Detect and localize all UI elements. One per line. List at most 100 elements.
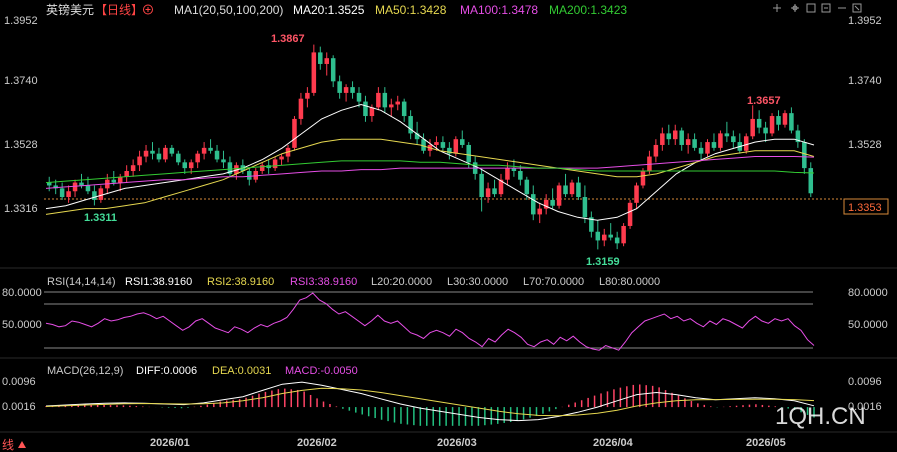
candle-body: [802, 142, 807, 169]
candle-body: [195, 153, 200, 163]
candle-body: [324, 58, 329, 64]
period-label[interactable]: 【日线】: [95, 3, 143, 17]
candle-body: [85, 185, 91, 192]
candle-body: [318, 52, 323, 64]
candle-body: [311, 52, 317, 93]
add-icon[interactable]: [773, 4, 781, 12]
date-tick: 2026/04: [593, 437, 634, 449]
rsi-level-80: L80:80.0000: [599, 276, 660, 288]
date-tick: 2026/01: [150, 437, 190, 449]
candle-body: [466, 144, 471, 163]
rsi-line: [45, 292, 815, 351]
candle-body: [537, 208, 542, 215]
rsi1-value: RSI1:38.9160: [125, 276, 192, 288]
symbol-title: 英镑美元: [46, 2, 94, 17]
candle-body: [363, 101, 368, 117]
rsi2-value: RSI2:38.9160: [207, 276, 274, 288]
expand-up-icon[interactable]: [18, 441, 26, 448]
candle-body: [763, 127, 768, 134]
candle-body: [111, 179, 117, 183]
candle-body: [672, 130, 678, 140]
candle-body: [201, 147, 207, 154]
macd-settings-label[interactable]: MACD(26,12,9): [47, 365, 123, 377]
candle-body: [124, 171, 129, 177]
candle-body: [505, 168, 510, 180]
candles: [46, 44, 814, 250]
macd-tick-left: 0.0096: [2, 376, 36, 388]
candle-body: [369, 107, 375, 117]
macd-tick-right: 0.0096: [848, 376, 882, 388]
candle-body: [421, 139, 426, 151]
candle-body: [511, 168, 517, 172]
candle-body: [556, 185, 562, 206]
candle-body: [789, 113, 794, 131]
candle-body: [66, 191, 71, 198]
candle-body: [156, 153, 162, 160]
candle-body: [279, 156, 284, 160]
zoom-in-icon[interactable]: [821, 3, 831, 13]
candle-body: [117, 176, 123, 183]
candle-body: [130, 165, 136, 172]
candle-body: [543, 199, 549, 209]
candle-body: [653, 144, 659, 157]
fullscreen-icon[interactable]: [852, 3, 862, 13]
candle-body: [53, 185, 58, 189]
candle-body: [453, 139, 459, 154]
rsi-settings-label[interactable]: RSI(14,14,14): [47, 276, 115, 288]
candle-body: [382, 92, 388, 108]
macd-tick-left: 0.0016: [2, 401, 36, 413]
candle-body: [485, 188, 491, 198]
candle-body: [531, 194, 536, 215]
candle-body: [92, 191, 97, 200]
box-icon[interactable]: [806, 3, 816, 13]
candle-body: [731, 136, 736, 143]
candle-body: [330, 58, 336, 82]
candle-body: [550, 199, 555, 206]
candle-body: [711, 142, 717, 148]
current-price-box: [843, 198, 889, 215]
rsi-tick-right: 80.0000: [848, 287, 888, 299]
candle-body: [718, 133, 723, 148]
candle-body: [569, 182, 575, 195]
candle-body: [660, 133, 665, 145]
candle-body: [292, 118, 297, 148]
current-price-label: 1.3353: [848, 202, 882, 214]
candle-body: [705, 142, 710, 154]
ma-settings-label[interactable]: MA1(20,50,100,200): [174, 3, 283, 17]
price-tick-right: 1.3528: [848, 139, 882, 151]
candle-body: [498, 179, 504, 195]
candle-body: [647, 156, 652, 172]
price-tick-left: 1.3740: [4, 75, 38, 87]
candle-body: [621, 225, 626, 244]
add-indicator-icon[interactable]: [143, 4, 153, 15]
moving-averages: [45, 103, 815, 221]
line-mode-label[interactable]: 线: [2, 438, 14, 452]
candle-body: [137, 156, 142, 166]
candle-body: [163, 147, 168, 160]
crosshair-icon[interactable]: [791, 4, 799, 12]
candle-body: [614, 237, 620, 244]
candle-body: [247, 171, 252, 180]
ma-line-ma50: [45, 138, 815, 215]
ma20-value: MA20:1.3525: [293, 3, 365, 17]
price-tick-right: 1.3740: [848, 75, 882, 87]
candle-body: [666, 133, 672, 140]
candle-body: [698, 147, 704, 154]
candle-body: [350, 87, 355, 93]
candle-body: [98, 188, 104, 200]
high-annotation: 1.3867: [271, 33, 305, 45]
ma-line-ma200: [45, 160, 815, 184]
candle-body: [756, 118, 762, 128]
rsi-tick-right: 50.0000: [848, 319, 888, 331]
candle-body: [724, 133, 730, 137]
candle-body: [272, 159, 278, 169]
candle-body: [782, 113, 788, 125]
rsi-level-30: L30:30.0000: [447, 276, 508, 288]
ma50-value: MA50:1.3428: [375, 3, 447, 17]
candle-body: [492, 188, 497, 195]
candle-body: [808, 168, 814, 194]
candle-body: [298, 98, 304, 119]
macd-diff-value: DIFF:0.0006: [136, 365, 197, 377]
macd-dea-value: DEA:0.0031: [212, 365, 271, 377]
